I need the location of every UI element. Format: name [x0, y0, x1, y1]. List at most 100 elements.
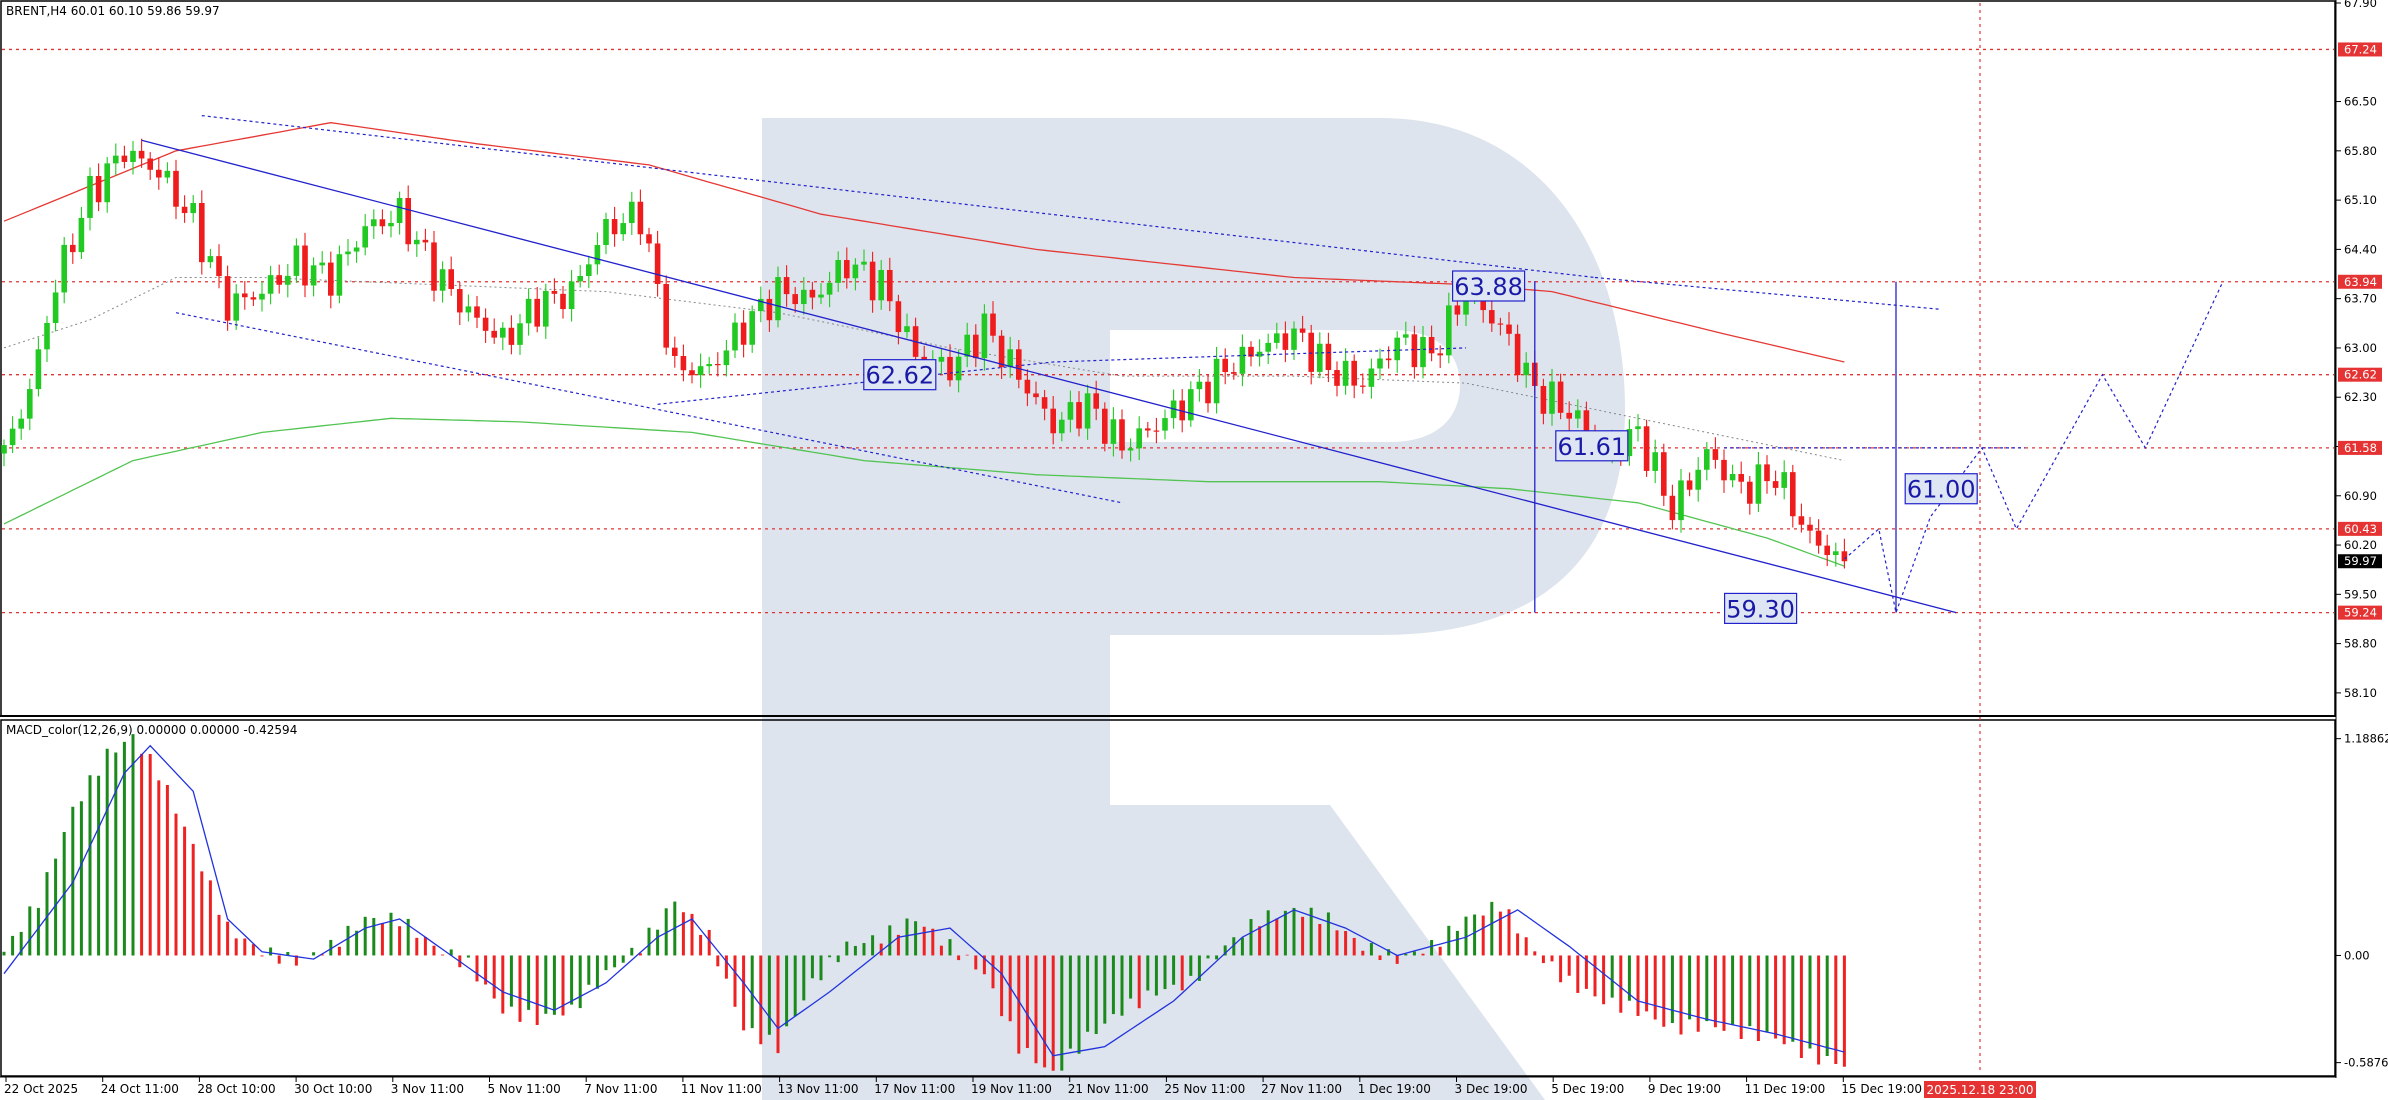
annotation-box: [863, 359, 937, 391]
candle-body: [852, 264, 859, 279]
time-tick-label: 1 Dec 19:00: [1358, 1082, 1431, 1096]
candle-body: [1145, 428, 1151, 431]
candle-body: [1119, 419, 1125, 451]
candle-body: [1351, 360, 1357, 386]
candle-body: [379, 219, 386, 227]
annotation-box: [1555, 430, 1629, 462]
watermark-logo: [762, 118, 1625, 1100]
candle-body: [1428, 337, 1435, 354]
macd-axis-label: 1.18862: [2344, 732, 2388, 746]
candle-body: [199, 203, 205, 263]
last-price-tag: [2338, 554, 2382, 569]
candle-body: [1446, 305, 1452, 356]
candle-body: [603, 219, 609, 246]
symbol-header: BRENT,H4 60.01 60.10 59.86 59.97: [6, 4, 220, 18]
candle-body: [1437, 353, 1443, 356]
level-price-tag: [2338, 274, 2382, 289]
candle-body: [35, 349, 42, 390]
watermark-letter-stem: [762, 635, 1110, 1100]
candle-body: [620, 223, 626, 235]
candle-body: [78, 217, 85, 253]
candle-body: [371, 219, 377, 227]
candle-body: [826, 282, 833, 295]
candle-body: [1136, 428, 1142, 449]
ma-dotted-line: [3, 277, 1845, 462]
candle-body: [1454, 305, 1461, 315]
candle-body: [250, 297, 257, 300]
candle-body: [465, 306, 472, 313]
macd-signal-line: [3, 744, 1845, 1057]
candle-body: [362, 226, 368, 248]
ma-red-line: [3, 122, 1845, 363]
candle-body: [543, 290, 549, 327]
candle-body: [586, 264, 592, 277]
candle-body: [18, 418, 24, 429]
forecast-time-tag: [1924, 1081, 2036, 1098]
price-tick-label: 65.10: [2344, 193, 2377, 207]
annotation-box: [1451, 270, 1526, 302]
candle-body: [1514, 333, 1521, 376]
candle-body: [9, 428, 16, 446]
candle-body: [568, 281, 575, 310]
candle-body: [276, 275, 282, 285]
forecast-path-dashed: [1844, 281, 2224, 615]
candle-body: [353, 247, 360, 252]
annotation-label: 61.00: [1907, 476, 1976, 504]
candle-body: [938, 356, 945, 362]
macd-panel: 1.18862 0.00 -0.58766: [2, 732, 2388, 1071]
price-tick-label: 62.30: [2344, 390, 2377, 404]
level-price-tag-label: 62.62: [2344, 368, 2377, 382]
macd-axis-label: -0.58766: [2344, 1056, 2388, 1070]
candle-body: [1360, 385, 1366, 387]
candle-body: [1738, 474, 1744, 482]
candle-body: [869, 261, 876, 301]
candle-body: [1110, 419, 1117, 444]
time-tick-label: 3 Dec 19:00: [1455, 1082, 1528, 1096]
candle-body: [1566, 412, 1572, 419]
time-axis: 22 Oct 2025 24 Oct 11:00 28 Oct 10:00 30 Oc…: [0, 1076, 2336, 1098]
candle-body: [1704, 449, 1710, 470]
candle-body: [439, 269, 446, 291]
candle-body: [267, 275, 274, 294]
candle-body: [732, 322, 738, 351]
candle-body: [1377, 358, 1383, 369]
candle-body: [1626, 429, 1633, 457]
candle-body: [1299, 328, 1306, 333]
candle-body: [1188, 389, 1194, 421]
candle-body: [1712, 449, 1719, 460]
candle-body: [61, 244, 67, 293]
candle-body: [1755, 464, 1762, 504]
candle-body: [955, 356, 962, 381]
candle-body: [1205, 381, 1211, 404]
candle-body: [973, 334, 979, 359]
price-tick-label: 63.00: [2344, 341, 2377, 355]
candle-body: [1772, 481, 1779, 488]
candle-body: [749, 311, 755, 345]
candle-body: [1334, 370, 1340, 386]
candle-body: [594, 245, 601, 265]
candle-body: [1196, 381, 1203, 390]
candle-body: [1317, 343, 1323, 372]
candle-body: [1841, 551, 1848, 562]
candle-body: [70, 244, 76, 253]
candle-body: [414, 239, 420, 245]
candle-body: [1248, 346, 1254, 357]
candle-body: [1729, 474, 1736, 481]
candle-body: [396, 198, 403, 223]
candle-body: [173, 170, 179, 207]
level-price-tag-label: 61.58: [2344, 441, 2377, 455]
candle-body: [1274, 333, 1280, 343]
candle-body: [1282, 333, 1289, 350]
candle-body: [302, 245, 308, 286]
candle-body: [1385, 358, 1392, 361]
candle-body: [1678, 480, 1684, 521]
candle-body: [1093, 393, 1099, 409]
time-tick-label: 25 Nov 11:00: [1164, 1082, 1245, 1096]
price-tick-label: 58.80: [2344, 637, 2377, 651]
candle-body: [113, 155, 119, 164]
annotation-label: 59.30: [1726, 595, 1795, 623]
candle-body: [1807, 524, 1813, 531]
candle-body: [1523, 362, 1529, 376]
candle-body: [1506, 324, 1512, 334]
candle-body: [1368, 368, 1375, 387]
